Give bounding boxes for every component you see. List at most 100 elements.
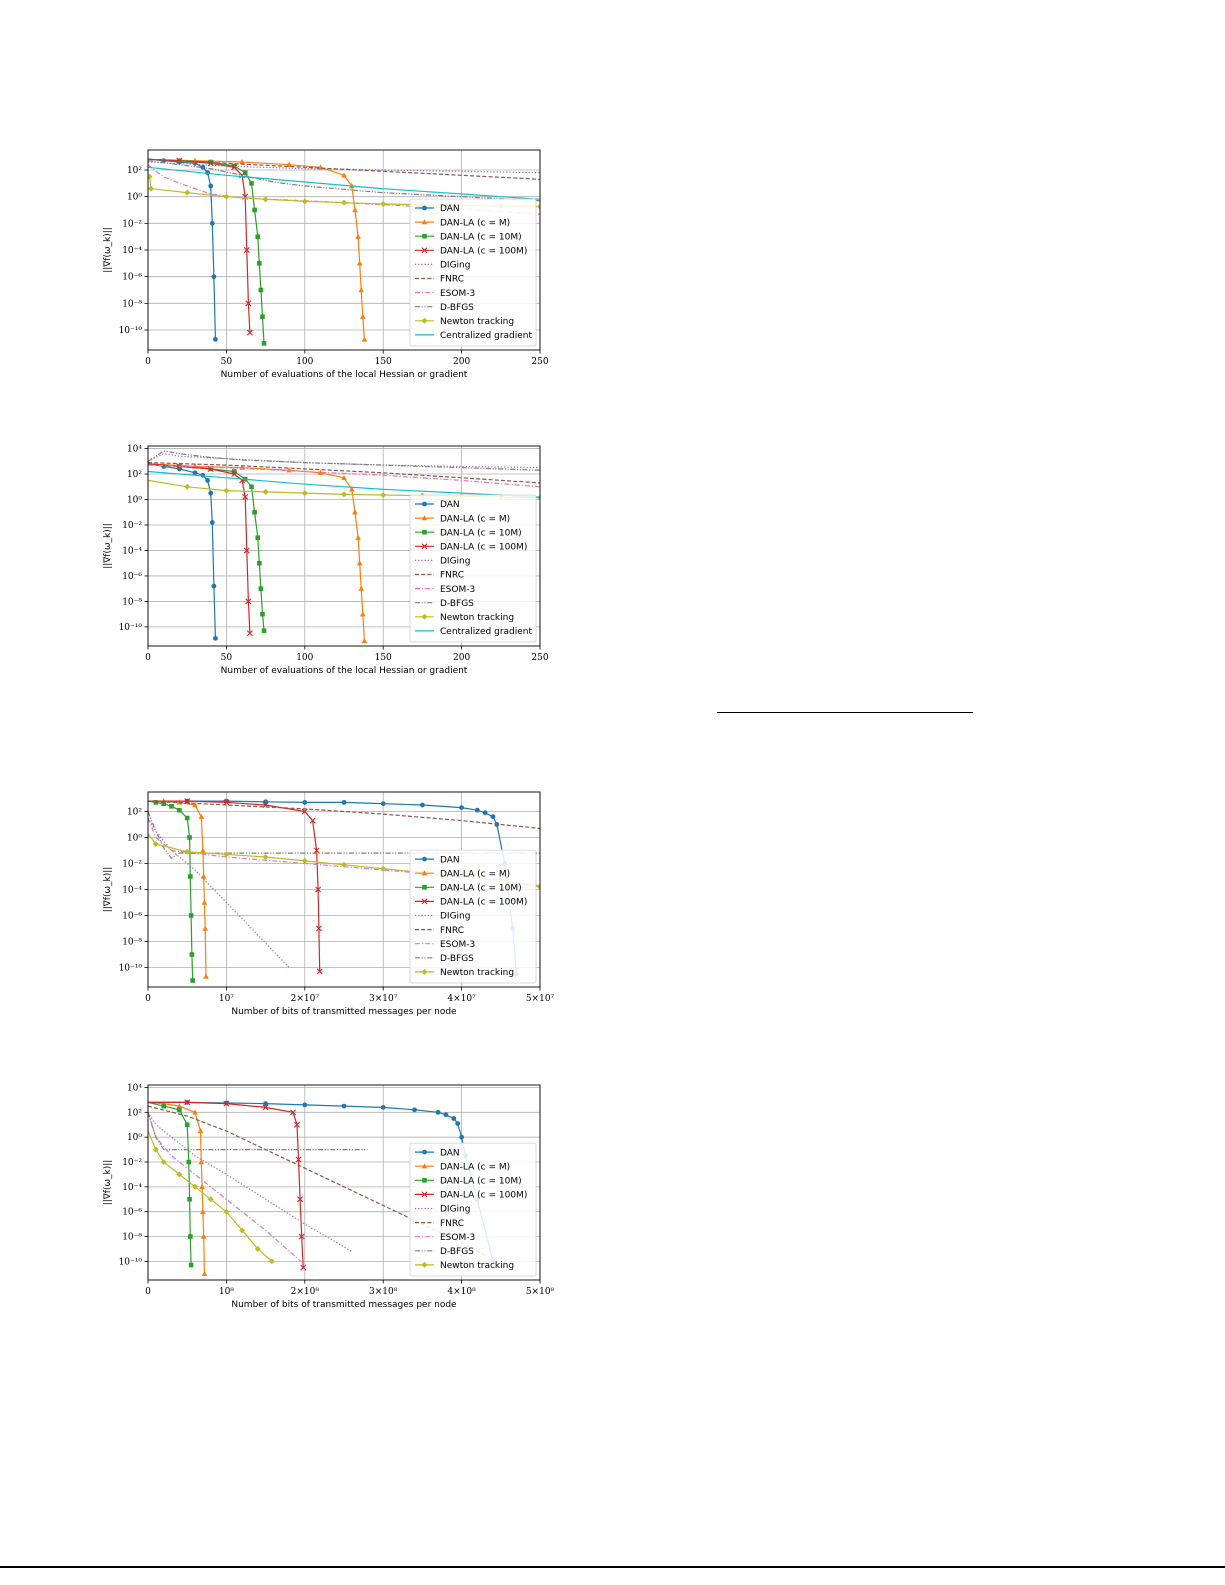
marker-circle [482,810,488,816]
series [148,453,540,469]
marker-triangle [239,159,245,165]
marker-circle [263,1101,268,1107]
marker-diamond [262,854,269,860]
marker-square [231,469,237,474]
series [148,1100,208,1276]
y-tick-label: 10⁻⁴ [122,546,142,556]
marker-diamond [421,968,428,975]
marker-x [421,247,428,254]
legend-item: DIGing [415,1205,470,1215]
marker-square [187,835,192,840]
marker-circle [208,183,214,189]
marker-triangle [341,172,347,178]
marker-diamond [192,1183,199,1190]
x-tick-label: 100 [296,357,313,367]
marker-triangle [199,1183,205,1190]
marker-triangle [358,287,365,293]
series-line [148,1112,302,1262]
marker-circle [200,164,206,170]
marker-diamond [176,1171,183,1178]
marker-square [189,952,195,957]
series [148,800,195,983]
marker-square [184,815,190,821]
legend-item: DAN-LA (c = M) [415,1162,510,1172]
y-tick-label: 10² [127,470,142,480]
series [148,1101,194,1268]
x-tick-label: 4×10⁸ [447,1287,476,1297]
series-line [148,453,540,469]
x-tick-label: 2×10⁸ [291,1287,320,1297]
marker-triangle [192,802,198,808]
x-tick-label: 4×10⁷ [447,994,476,1004]
marker-x [231,471,238,478]
marker-diamond [301,857,308,864]
legend-item: DIGing [415,912,470,922]
series [148,164,540,215]
series [148,463,218,641]
plot-frame [147,445,541,647]
legend-item: FNRC [415,1219,464,1229]
legend-item: DAN-LA (c = 10M) [415,884,522,894]
series [148,470,540,498]
legend-item: DAN-LA (c = 10M) [415,528,522,538]
legend-item: DAN-LA (c = M) [415,514,510,524]
marker-diamond [148,185,155,192]
series-line [148,1130,273,1262]
marker-triangle [361,336,368,342]
x-tick-label: 50 [221,357,233,367]
marker-diamond [341,491,347,498]
legend-label: DAN-LA (c = M) [440,869,510,879]
marker-square [177,1107,182,1113]
x-tick-label: 10⁸ [219,1287,234,1297]
marker-diamond [152,841,159,847]
legend-item: DAN-LA (c = M) [415,218,510,228]
marker-triangle [352,207,358,213]
legend-box [409,494,537,643]
marker-triangle [360,313,366,319]
series-line [148,161,540,174]
x-tick-label: 250 [531,653,548,663]
legend-label: DAN-LA (c = M) [440,1162,510,1172]
marker-square [258,586,264,591]
ticks: 0 50 100 150 200 250 10² 10⁰ 10⁻² 10⁻⁴ 10⁻⁶ 10⁻⁸ 10⁻… [119,166,549,367]
marker-circle [263,799,268,805]
footnote-rule [717,712,973,713]
series-line [148,800,321,972]
ticks: 0 50 100 150 200 250 10⁴ 10² 10⁰ 10⁻² 10⁻⁴ 10⁻⁶ 10⁻⁸… [119,445,549,663]
legend-item: D-BFGS [415,954,474,964]
marker-x [184,1099,191,1106]
marker-triangle [421,1163,428,1169]
legend-item: Newton tracking [415,968,514,978]
marker-diamond [184,483,191,490]
x-tick-label: 250 [531,357,548,367]
marker-circle [302,1102,308,1108]
marker-diamond [254,1245,261,1252]
x-tick-label: 100 [296,653,313,663]
legend-item: Centralized gradient [415,331,532,341]
marker-triangle [341,474,347,481]
marker-triangle [421,219,428,225]
marker-x [242,493,249,500]
marker-circle [412,1107,417,1113]
marker-diamond [160,1159,167,1166]
marker-triangle [197,1127,204,1134]
y-tick-label: 10⁴ [127,445,142,455]
marker-x [316,968,323,975]
y-axis-label: ||∇f(ω_k)|| [103,867,113,913]
x-tick-label: 3×10⁸ [369,1287,398,1297]
legend-item: DAN-LA (c = 100M) [415,247,527,257]
x-tick-label: 0 [145,1287,151,1297]
marker-circle [211,274,217,280]
legend-label: FNRC [440,571,464,581]
marker-circle [459,1134,464,1140]
figure-3: 0 10⁷ 2×10⁷ 3×10⁷ 4×10⁷ 5×10⁷ 10² 10⁰ 10⁻² 10⁻⁴ 10… [95,782,555,1017]
marker-square [231,163,237,169]
legend-item: ESOM-3 [415,289,475,299]
marker-circle [213,336,218,342]
y-tick-label: 10⁻⁴ [122,1183,142,1193]
x-tick-label: 0 [145,357,151,367]
marker-square [257,560,262,566]
series-line [148,464,540,488]
marker-diamond [537,494,540,501]
marker-circle [422,205,427,211]
